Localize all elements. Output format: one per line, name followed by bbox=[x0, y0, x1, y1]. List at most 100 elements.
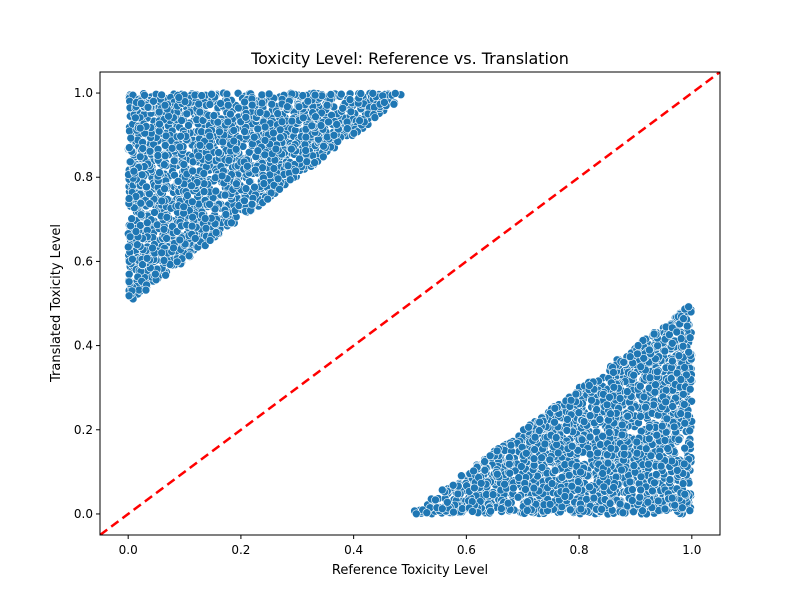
scatter-point bbox=[677, 503, 687, 513]
scatter-point bbox=[579, 417, 589, 426]
scatter-point bbox=[641, 402, 650, 412]
scatter-point bbox=[137, 170, 147, 180]
scatter-point bbox=[571, 389, 581, 399]
scatter-point bbox=[605, 499, 615, 508]
scatter-point bbox=[672, 466, 682, 475]
scatter-point bbox=[154, 107, 164, 117]
scatter-point bbox=[506, 440, 516, 450]
x-tick-label: 0.8 bbox=[570, 543, 589, 557]
scatter-point bbox=[150, 208, 159, 217]
scatter-point bbox=[665, 475, 675, 484]
scatter-point bbox=[133, 240, 142, 249]
scatter-point bbox=[535, 417, 544, 427]
scatter-point bbox=[153, 151, 163, 160]
scatter-point bbox=[205, 141, 214, 151]
scatter-point bbox=[589, 493, 599, 503]
scatter-point bbox=[389, 99, 399, 109]
scatter-point bbox=[148, 243, 157, 253]
scatter-point bbox=[656, 461, 666, 471]
scatter-point bbox=[629, 507, 638, 517]
scatter-point bbox=[422, 508, 432, 518]
scatter-point bbox=[622, 387, 632, 396]
scatter-point bbox=[169, 156, 179, 166]
scatter-point bbox=[537, 463, 547, 472]
scatter-point bbox=[650, 478, 659, 488]
scatter-point bbox=[125, 126, 134, 136]
scatter-point bbox=[625, 477, 635, 487]
scatter-point bbox=[638, 506, 647, 516]
scatter-point bbox=[135, 152, 145, 162]
scatter-point bbox=[243, 162, 252, 171]
scatter-point bbox=[164, 111, 173, 121]
scatter-point bbox=[514, 473, 524, 482]
y-tick-label: 0.4 bbox=[74, 339, 93, 353]
scatter-point bbox=[195, 141, 205, 150]
scatter-point bbox=[227, 218, 236, 228]
scatter-point bbox=[550, 403, 560, 413]
scatter-point bbox=[131, 113, 140, 123]
scatter-point bbox=[140, 91, 149, 100]
scatter-point bbox=[151, 269, 160, 279]
scatter-point bbox=[211, 228, 221, 237]
scatter-point bbox=[644, 434, 654, 444]
chart-title: Toxicity Level: Reference vs. Translatio… bbox=[250, 49, 569, 68]
scatter-point bbox=[247, 100, 257, 110]
scatter-point bbox=[674, 351, 684, 361]
scatter-point bbox=[628, 485, 637, 494]
scatter-point bbox=[259, 179, 269, 188]
scatter-point bbox=[149, 97, 158, 106]
scatter-point bbox=[283, 161, 293, 170]
scatter-point bbox=[629, 370, 639, 380]
scatter-point bbox=[263, 194, 273, 204]
scatter-point bbox=[368, 89, 378, 98]
scatter-point bbox=[287, 116, 297, 126]
scatter-point bbox=[667, 493, 677, 503]
scatter-point bbox=[523, 497, 532, 507]
scatter-point bbox=[469, 466, 478, 476]
y-tick-label: 0.2 bbox=[74, 423, 93, 437]
scatter-point bbox=[240, 127, 249, 136]
scatter-point bbox=[609, 368, 618, 377]
scatter-point bbox=[618, 508, 628, 518]
scatter-point bbox=[275, 185, 284, 194]
scatter-point bbox=[530, 432, 540, 442]
scatter-point bbox=[199, 179, 209, 188]
scatter-point bbox=[625, 352, 635, 362]
scatter-point bbox=[678, 389, 688, 399]
x-tick-label: 0.6 bbox=[457, 543, 476, 557]
scatter-point bbox=[497, 504, 506, 513]
scatter-point bbox=[187, 181, 196, 190]
scatter-point bbox=[651, 470, 661, 479]
scatter-point bbox=[197, 91, 206, 100]
scatter-point bbox=[522, 506, 532, 515]
scatter-point bbox=[182, 109, 192, 119]
scatter-point bbox=[184, 251, 194, 261]
scatter-point bbox=[370, 113, 380, 122]
scatter-point bbox=[636, 362, 646, 372]
scatter-point bbox=[161, 270, 170, 280]
scatter-point bbox=[517, 462, 526, 471]
scatter-point bbox=[678, 479, 688, 488]
scatter-point bbox=[240, 196, 249, 206]
scatter-point bbox=[224, 156, 234, 165]
scatter-point bbox=[521, 448, 531, 458]
scatter-point bbox=[223, 117, 233, 127]
scatter-point bbox=[223, 100, 233, 110]
scatter-point bbox=[505, 468, 515, 478]
scatter-point bbox=[275, 133, 285, 142]
scatter-point bbox=[298, 113, 308, 123]
scatter-point bbox=[273, 174, 283, 184]
scatter-point bbox=[326, 90, 336, 99]
x-tick-label: 0.0 bbox=[119, 543, 138, 557]
scatter-point bbox=[155, 119, 164, 129]
scatter-point bbox=[596, 440, 605, 449]
scatter-point bbox=[131, 227, 141, 236]
scatter-point bbox=[176, 132, 185, 141]
scatter-point bbox=[668, 402, 677, 411]
scatter-point bbox=[231, 145, 241, 154]
scatter-point bbox=[258, 163, 267, 172]
scatter-point bbox=[635, 381, 645, 391]
scatter-point bbox=[216, 99, 225, 108]
scatter-point bbox=[142, 182, 151, 192]
scatter-point bbox=[154, 126, 164, 136]
